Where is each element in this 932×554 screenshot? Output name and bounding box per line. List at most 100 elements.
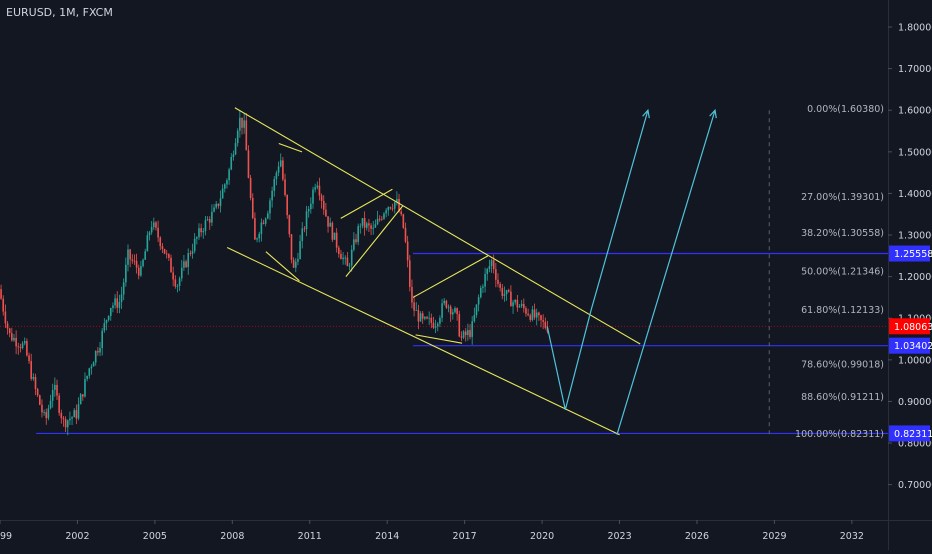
candle-body bbox=[475, 304, 478, 316]
candle-body bbox=[122, 282, 125, 295]
price-axis[interactable]: 0.700000.800000.900001.000001.100001.200… bbox=[888, 0, 932, 550]
candle-body bbox=[359, 225, 362, 227]
fib-level-label: 78.60%(0.99018) bbox=[801, 359, 884, 370]
candle-body bbox=[381, 218, 383, 220]
candle-body bbox=[131, 259, 134, 261]
candle-body bbox=[165, 253, 168, 255]
candle-body bbox=[312, 189, 314, 204]
candle-body bbox=[256, 238, 258, 240]
time-tick-label: 2017 bbox=[453, 531, 477, 542]
candle-body bbox=[43, 412, 45, 413]
candle-body bbox=[251, 197, 254, 219]
projections-layer bbox=[546, 108, 717, 435]
time-tick-label: 2032 bbox=[840, 531, 864, 542]
price-level-tag-label: 1.03402 bbox=[894, 341, 932, 352]
candle-body bbox=[406, 241, 409, 261]
candle-body bbox=[200, 228, 202, 233]
candle-body bbox=[183, 261, 185, 268]
fib-level-label: 61.80%(1.12133) bbox=[801, 305, 884, 316]
candle-body bbox=[529, 315, 532, 320]
current-price-tag-label: 1.08063 bbox=[894, 322, 932, 333]
candle-body bbox=[544, 321, 547, 328]
candle-body bbox=[146, 235, 149, 252]
candle-body bbox=[8, 328, 11, 334]
candle-body bbox=[331, 222, 334, 240]
candle-body bbox=[518, 306, 521, 308]
projection-a-arrowhead bbox=[642, 108, 650, 119]
candle-body bbox=[391, 208, 394, 210]
candle-body bbox=[30, 361, 32, 379]
candle-body bbox=[471, 321, 473, 338]
candle-body bbox=[413, 302, 415, 311]
candle-body bbox=[333, 232, 336, 240]
candle-body bbox=[228, 169, 230, 181]
candle-body bbox=[157, 227, 159, 238]
candle-body bbox=[505, 290, 508, 295]
candle-body bbox=[434, 326, 437, 328]
candle-body bbox=[174, 279, 177, 287]
candle-body bbox=[144, 251, 147, 260]
time-tick-label: 1999 bbox=[0, 531, 12, 542]
candle-body bbox=[525, 308, 527, 314]
symbol-label: EURUSD, 1M, FXCM bbox=[6, 6, 113, 19]
candle-body bbox=[327, 216, 329, 227]
candle-body bbox=[299, 241, 301, 259]
candle-body bbox=[170, 257, 172, 273]
price-level-tag bbox=[889, 245, 930, 262]
candle-body bbox=[417, 309, 420, 322]
candle-body bbox=[277, 166, 280, 173]
triangle-lower-trendline bbox=[345, 205, 404, 277]
candle-body bbox=[447, 306, 450, 308]
candle-body bbox=[77, 404, 80, 419]
candle-body bbox=[488, 266, 491, 269]
candle-body bbox=[462, 331, 465, 338]
candle-body bbox=[71, 417, 73, 419]
candle-body bbox=[86, 375, 88, 380]
time-axis[interactable]: 1999 2002 2005 2008 2011 2014 2017 2020 2023 2026… bbox=[0, 520, 932, 542]
candle-body bbox=[335, 232, 338, 248]
candle-body bbox=[140, 266, 142, 276]
candle-body bbox=[398, 198, 400, 212]
candle-body bbox=[378, 218, 381, 220]
time-tick-label: 2026 bbox=[685, 531, 709, 542]
candle-body bbox=[400, 211, 402, 215]
candle-body bbox=[213, 207, 215, 212]
candle-body bbox=[383, 213, 385, 219]
candle-body bbox=[234, 143, 237, 155]
candle-body bbox=[155, 222, 157, 228]
candle-body bbox=[120, 294, 123, 302]
price-tick-label: 1.40000 bbox=[898, 189, 932, 200]
candle-body bbox=[75, 410, 78, 419]
candle-body bbox=[411, 286, 413, 303]
candle-body bbox=[275, 172, 278, 179]
candle-body bbox=[2, 298, 5, 312]
candle-body bbox=[133, 260, 136, 262]
candle-body bbox=[286, 195, 288, 216]
candle-body bbox=[45, 412, 48, 419]
candle-body bbox=[114, 298, 116, 306]
price-level-tag bbox=[889, 337, 930, 354]
candle-body bbox=[363, 218, 366, 228]
wedge-lower-b-trendline bbox=[415, 334, 463, 344]
candle-body bbox=[393, 202, 396, 209]
candle-body bbox=[232, 154, 235, 158]
time-tick-label: 2008 bbox=[220, 531, 244, 542]
horizontal-levels-layer bbox=[0, 110, 888, 435]
candle-body bbox=[282, 160, 284, 180]
fib-level-label: 38.20%(1.30558) bbox=[801, 228, 884, 239]
candle-body bbox=[301, 228, 304, 242]
candle-body bbox=[320, 195, 323, 201]
price-tick-label: 1.60000 bbox=[898, 106, 932, 117]
triangle-upper-trendline bbox=[340, 188, 393, 219]
price-tick-label: 1.20000 bbox=[898, 272, 932, 283]
candle-body bbox=[479, 287, 482, 298]
time-tick-label: 2023 bbox=[607, 531, 631, 542]
candle-body bbox=[460, 336, 463, 338]
candle-body bbox=[428, 317, 430, 319]
candle-body bbox=[103, 323, 106, 331]
candle-body bbox=[58, 395, 60, 413]
price-level-tag-label: 1.25558 bbox=[894, 249, 932, 260]
